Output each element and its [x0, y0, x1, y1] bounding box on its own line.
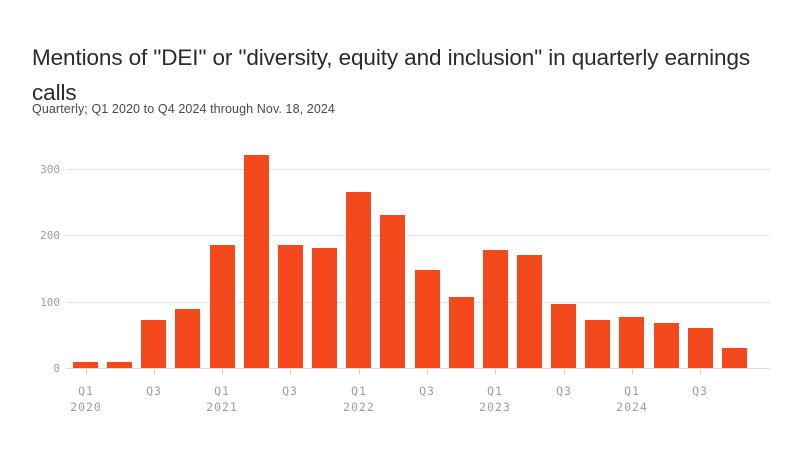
- bar-q2-2022: [380, 215, 405, 368]
- x-axis-year-label: 2022: [343, 400, 375, 414]
- x-axis-tick-q3: [427, 369, 428, 374]
- gridline-y-0: [66, 368, 770, 369]
- bar-q4-2022: [449, 297, 474, 368]
- gridline-y-300: [66, 169, 770, 170]
- bar-q4-2023: [585, 320, 610, 368]
- bar-q4-2024: [722, 348, 747, 368]
- bar-q1-2022: [346, 192, 371, 368]
- y-axis-label-300: 300: [40, 163, 60, 176]
- x-axis-quarter-label: Q1: [487, 384, 503, 398]
- bar-q2-2021: [244, 155, 269, 368]
- bar-q2-2024: [654, 323, 679, 368]
- bar-q1-2023: [483, 250, 508, 368]
- x-axis-tick-q3: [700, 369, 701, 374]
- x-axis-quarter-label: Q1: [78, 384, 94, 398]
- chart-title: Mentions of "DEI" or "diversity, equity …: [32, 45, 751, 105]
- bar-q4-2020: [175, 309, 200, 368]
- bar-q1-2021: [210, 245, 235, 368]
- bar-q3-2022: [415, 270, 440, 368]
- x-axis-tick-q3: [154, 369, 155, 374]
- bar-q3-2021: [278, 245, 303, 368]
- x-axis-year-label: 2020: [70, 400, 102, 414]
- x-axis-year-label: 2023: [479, 400, 511, 414]
- x-axis-tick-q1-2022: [359, 369, 360, 374]
- bar-q4-2021: [312, 248, 337, 368]
- gridline-y-200: [66, 235, 770, 236]
- x-axis-tick-q1-2024: [632, 369, 633, 374]
- x-axis-tick-q1-2020: [86, 369, 87, 374]
- x-axis-quarter-label: Q3: [282, 384, 298, 398]
- x-axis-tick-q3: [564, 369, 565, 374]
- x-axis-quarter-label: Q1: [214, 384, 230, 398]
- x-axis-quarter-label: Q3: [692, 384, 708, 398]
- y-axis-label-100: 100: [40, 296, 60, 309]
- x-axis-tick-q1-2021: [222, 369, 223, 374]
- bar-q1-2020: [73, 362, 98, 368]
- x-axis-quarter-label: Q1: [351, 384, 367, 398]
- x-axis-quarter-label: Q3: [419, 384, 435, 398]
- x-axis-quarter-label: Q1: [624, 384, 640, 398]
- bar-q2-2023: [517, 255, 542, 368]
- x-axis-year-label: 2024: [616, 400, 648, 414]
- y-axis-label-200: 200: [40, 229, 60, 242]
- bar-q2-2020: [107, 362, 132, 368]
- y-axis-label-0: 0: [53, 362, 60, 375]
- bar-q1-2024: [619, 317, 644, 368]
- bar-q3-2023: [551, 304, 576, 368]
- x-axis-tick-q3: [290, 369, 291, 374]
- x-axis-year-label: 2021: [206, 400, 238, 414]
- bar-q3-2024: [688, 328, 713, 368]
- bar-q3-2020: [141, 320, 166, 368]
- chart-subtitle: Quarterly; Q1 2020 to Q4 2024 through No…: [32, 102, 335, 116]
- x-axis-quarter-label: Q3: [556, 384, 572, 398]
- x-axis-tick-q1-2023: [495, 369, 496, 374]
- x-axis-quarter-label: Q3: [146, 384, 162, 398]
